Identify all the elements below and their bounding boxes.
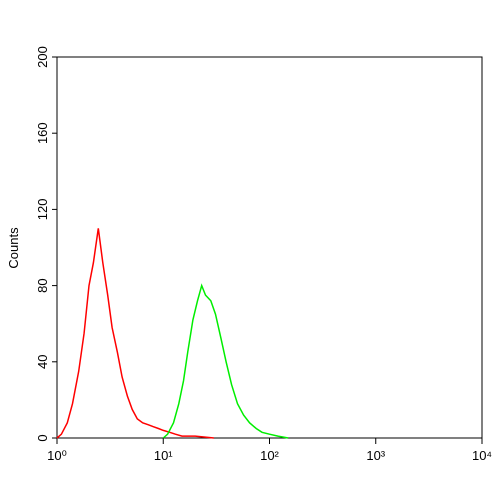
x-tick-label: 10⁴ <box>472 448 492 463</box>
y-tick-label: 120 <box>35 199 50 221</box>
x-tick-label: 10³ <box>366 448 385 463</box>
histogram-line <box>162 283 289 439</box>
x-tick-label: 10² <box>260 448 279 463</box>
y-tick-label: 200 <box>35 46 50 68</box>
y-tick-label: 40 <box>35 355 50 369</box>
histogram-line <box>56 228 214 439</box>
y-tick-label: 0 <box>35 434 50 441</box>
y-tick-label: 80 <box>35 278 50 292</box>
x-tick-label: 10⁰ <box>47 448 67 463</box>
y-tick-label: 160 <box>35 122 50 144</box>
plot-frame <box>56 56 483 439</box>
x-tick-label: 10¹ <box>154 448 173 463</box>
y-axis-label: Counts <box>6 227 21 269</box>
